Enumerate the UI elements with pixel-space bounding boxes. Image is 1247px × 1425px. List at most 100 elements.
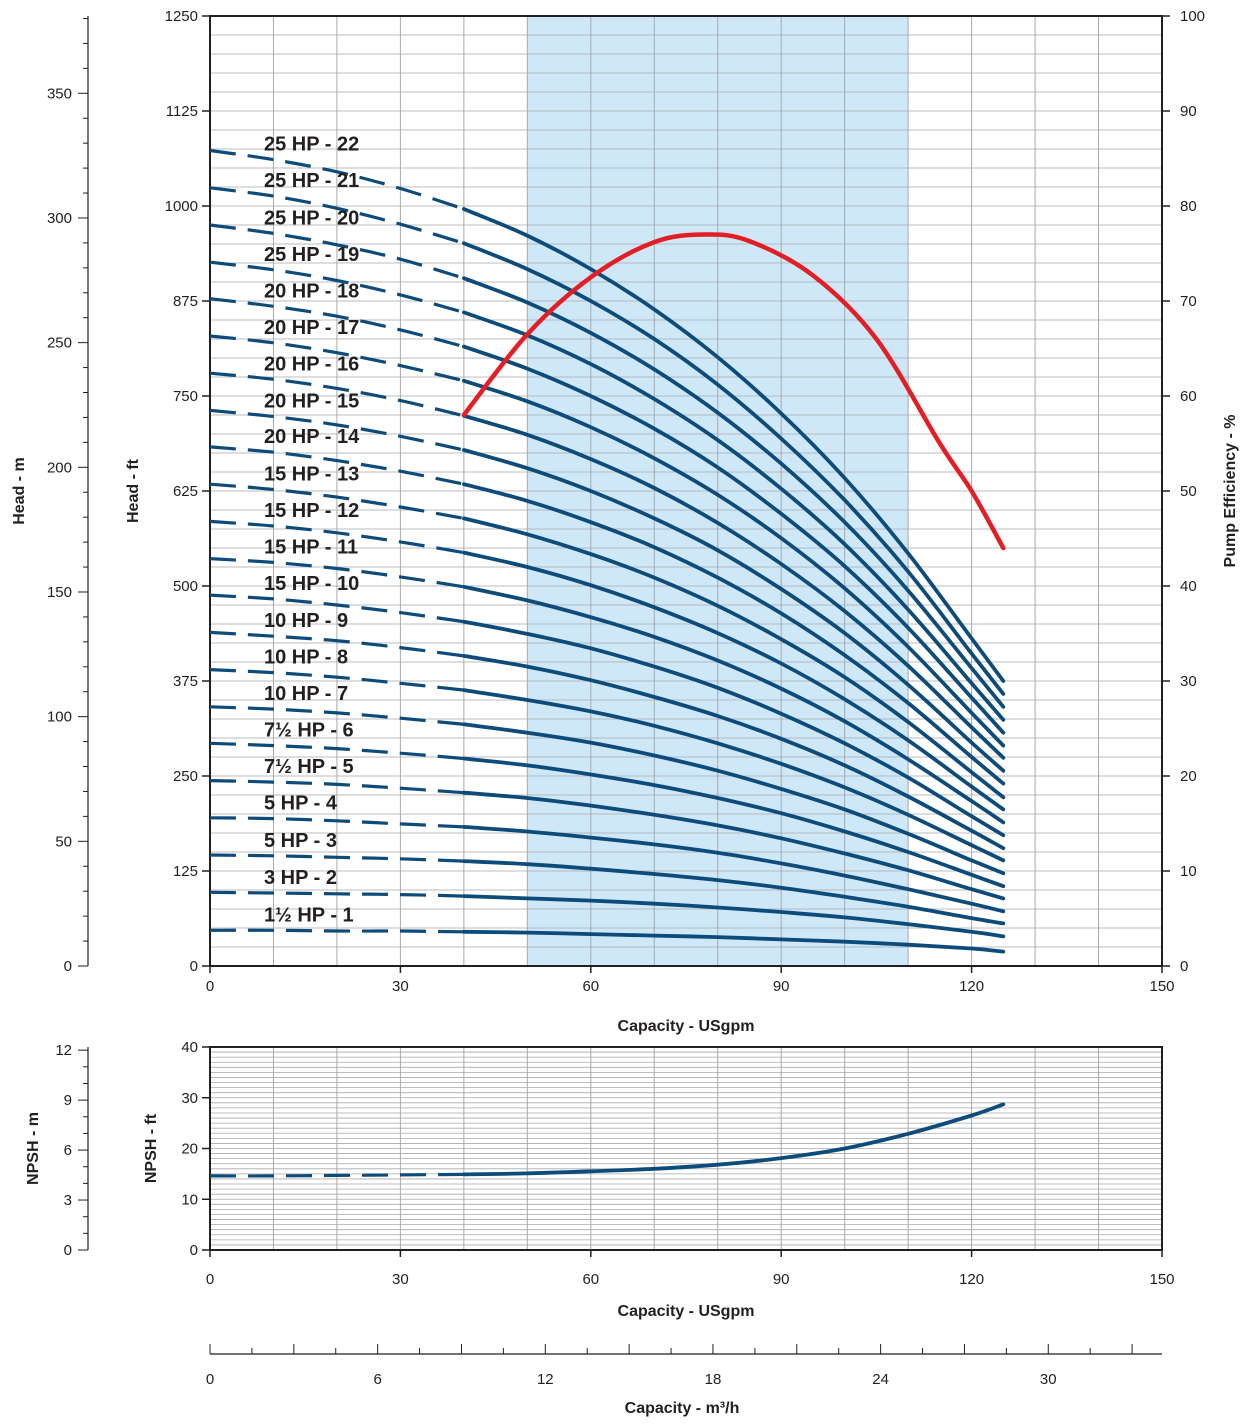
head-curve-dashed-17 xyxy=(209,334,465,383)
curve-label-7: 10 HP - 7 xyxy=(264,683,348,705)
curve-label-4: 5 HP - 4 xyxy=(264,793,338,815)
head-curve-dashed-18 xyxy=(209,297,465,349)
capacity-tick-label: 150 xyxy=(1149,978,1174,995)
curve-label-18: 20 HP - 18 xyxy=(264,280,359,302)
npsh-capacity-tick-label: 120 xyxy=(959,1271,984,1288)
efficiency-tick-label: 20 xyxy=(1180,768,1197,785)
curve-label-3: 5 HP - 3 xyxy=(264,830,337,852)
curve-label-9: 10 HP - 9 xyxy=(264,610,348,632)
head-curve-dashed-21 xyxy=(209,186,465,245)
efficiency-tick-label: 10 xyxy=(1180,863,1197,880)
curve-label-8: 10 HP - 8 xyxy=(264,647,348,669)
head-curve-22 xyxy=(462,207,1006,683)
head-ft-tick-label: 875 xyxy=(173,293,198,310)
curve-label-12: 15 HP - 12 xyxy=(264,500,359,522)
head-curve-13 xyxy=(462,516,1006,800)
efficiency-tick-label: 80 xyxy=(1180,198,1197,215)
head-ft-tick-label: 1250 xyxy=(165,8,198,25)
head-curve-12 xyxy=(462,550,1006,812)
head-curve-17 xyxy=(462,378,1006,748)
head-m-tick-label: 50 xyxy=(55,833,72,850)
head-ft-tick-label: 125 xyxy=(173,863,198,880)
npsh-m-tick-label: 0 xyxy=(64,1242,72,1259)
curve-label-13: 15 HP - 13 xyxy=(264,463,359,485)
head-curve-6 xyxy=(462,756,1006,889)
curve-label-11: 15 HP - 11 xyxy=(264,536,358,558)
head-curve-16 xyxy=(462,413,1006,760)
npsh-m-tick-label: 12 xyxy=(55,1042,72,1059)
efficiency-curve xyxy=(461,232,1006,551)
efficiency-axis-title: Pump Efficiency - % xyxy=(1222,415,1239,568)
head-curve-dashed-7 xyxy=(209,705,465,726)
head-curve-dashed-9 xyxy=(209,630,465,658)
efficiency-tick-label: 40 xyxy=(1180,578,1197,595)
head-m-tick-label: 150 xyxy=(47,584,72,601)
head-curve-10 xyxy=(462,619,1006,838)
head-curve-dashed-16 xyxy=(209,371,465,418)
head-ft-tick-label: 1125 xyxy=(166,103,198,120)
head-curve-dashed-14 xyxy=(209,445,465,486)
efficiency-tick-label: 30 xyxy=(1180,673,1197,690)
head-curve-dashed-12 xyxy=(209,519,465,555)
head-ft-tick-label: 375 xyxy=(173,673,198,690)
head-curve-2 xyxy=(462,894,1006,939)
npsh-m-tick-label: 6 xyxy=(64,1142,72,1159)
curve-label-5: 7½ HP - 5 xyxy=(264,756,354,778)
head-curve-dashed-20 xyxy=(209,223,465,280)
head-curve-4 xyxy=(462,825,1006,914)
capacity-m3h-tick-label: 6 xyxy=(373,1371,381,1388)
capacity-tick-label: 120 xyxy=(959,978,984,995)
capacity-tick-label: 90 xyxy=(773,978,790,995)
curve-label-17: 20 HP - 17 xyxy=(264,317,359,339)
efficiency-tick-label: 50 xyxy=(1180,483,1197,500)
curve-label-15: 20 HP - 15 xyxy=(264,391,359,413)
head-curve-8 xyxy=(462,688,1006,863)
capacity-m3h-axis-title: Capacity - m³/h xyxy=(625,1400,740,1417)
head-ft-tick-label: 1000 xyxy=(165,198,198,215)
head-curve-dashed-3 xyxy=(209,853,464,863)
head-curve-dashed-6 xyxy=(209,741,465,761)
curve-label-19: 25 HP - 19 xyxy=(264,244,359,266)
curve-label-21: 25 HP - 21 xyxy=(264,170,359,192)
efficiency-tick-label: 70 xyxy=(1180,293,1197,310)
npsh-capacity-tick-label: 30 xyxy=(392,1271,409,1288)
capacity-m3h-tick-label: 0 xyxy=(206,1371,214,1388)
head-m-tick-label: 200 xyxy=(47,459,72,476)
head-m-tick-label: 300 xyxy=(47,210,72,227)
efficiency-tick-label: 100 xyxy=(1180,8,1205,25)
head-curve-20 xyxy=(462,276,1006,709)
head-curve-21 xyxy=(462,241,1006,696)
head-curve-dashed-15 xyxy=(209,408,465,452)
npsh-m-tick-label: 3 xyxy=(64,1192,72,1209)
capacity-tick-label: 30 xyxy=(392,978,409,995)
capacity-tick-label: 0 xyxy=(206,978,214,995)
head-curve-18 xyxy=(462,344,1006,735)
head-ft-tick-label: 625 xyxy=(173,483,198,500)
curve-label-2: 3 HP - 2 xyxy=(264,867,337,889)
npsh-ft-tick-label: 20 xyxy=(181,1141,198,1158)
npsh-capacity-tick-label: 90 xyxy=(773,1271,790,1288)
npsh-ft-tick-label: 30 xyxy=(181,1090,198,1107)
npsh-ft-tick-label: 0 xyxy=(190,1242,198,1259)
head-curve-dashed-22 xyxy=(209,148,465,211)
npsh-capacity-tick-label: 60 xyxy=(582,1271,599,1288)
npsh-curve xyxy=(462,1102,1006,1177)
head-curve-11 xyxy=(462,584,1006,825)
head-curve-dashed-1 xyxy=(209,928,464,934)
npsh-ft-tick-label: 40 xyxy=(181,1039,198,1056)
curve-label-14: 20 HP - 14 xyxy=(264,426,360,448)
capacity-m3h-tick-label: 12 xyxy=(537,1371,554,1388)
head-curve-dashed-10 xyxy=(209,593,465,624)
head-curve-dashed-13 xyxy=(209,482,465,520)
capacity-m3h-tick-label: 18 xyxy=(705,1371,722,1388)
head-curve-15 xyxy=(462,448,1006,773)
head-ft-axis-title: Head - ft xyxy=(125,458,142,523)
head-curve-dashed-2 xyxy=(209,890,464,898)
head-m-tick-label: 250 xyxy=(47,335,72,352)
curve-label-1: 1½ HP - 1 xyxy=(264,904,354,926)
curve-label-10: 15 HP - 10 xyxy=(264,573,359,595)
head-curve-19 xyxy=(462,310,1006,722)
efficiency-tick-label: 60 xyxy=(1180,388,1197,405)
